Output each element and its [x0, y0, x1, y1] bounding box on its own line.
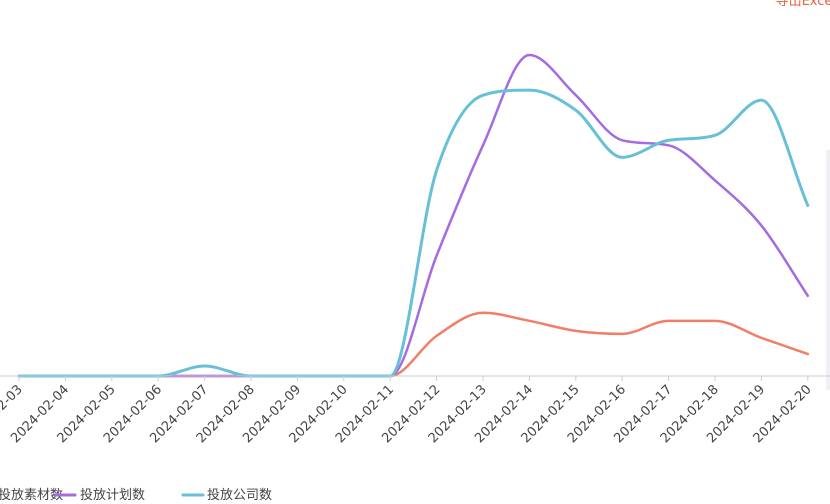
legend-label-3[interactable]: 投放公司数 [207, 487, 272, 503]
legend-label-2[interactable]: 投放计划数 [80, 487, 145, 503]
x-axis-ticks [18, 376, 809, 381]
series-line-2 [17, 53, 810, 378]
legend: 投放素材数 投放计划数 投放公司数 [0, 487, 272, 503]
export-excel-link[interactable]: 导出Excel [775, 0, 830, 9]
series-layer [17, 53, 810, 378]
series-line-1 [17, 311, 810, 378]
legend-label-1[interactable]: 投放素材数 [0, 487, 63, 503]
scrollbar-edge [826, 150, 830, 390]
x-axis-labels: 2024-02-032024-02-042024-02-052024-02-06… [0, 382, 815, 446]
